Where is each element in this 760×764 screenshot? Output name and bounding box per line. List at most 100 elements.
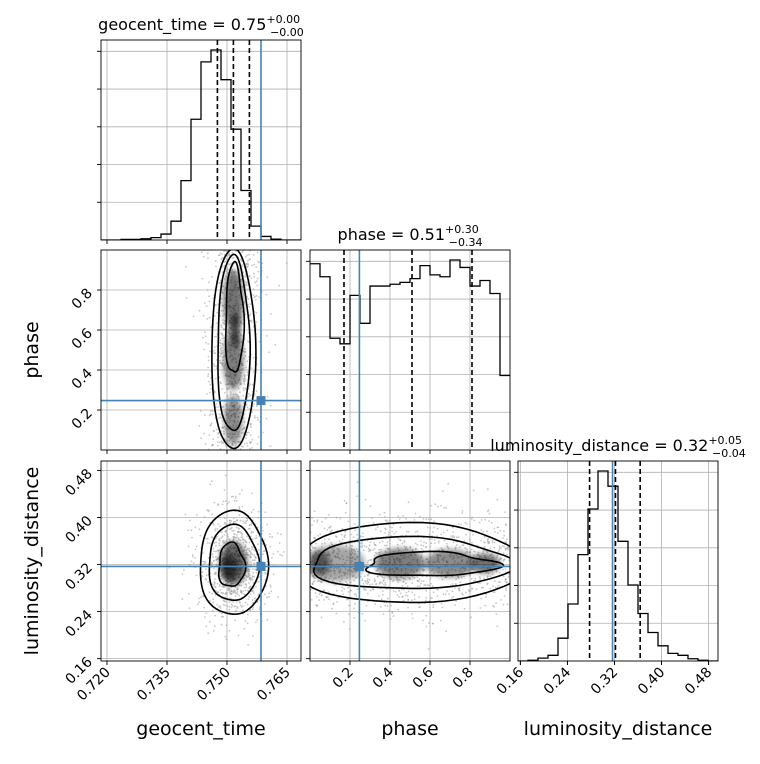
density-cell bbox=[230, 312, 241, 348]
sample-point bbox=[251, 578, 254, 581]
sample-point bbox=[239, 539, 242, 542]
density-contour bbox=[199, 509, 270, 616]
sample-point bbox=[498, 549, 501, 551]
sample-point bbox=[429, 527, 432, 529]
sample-point bbox=[272, 553, 275, 555]
sample-point bbox=[247, 259, 249, 262]
sample-point bbox=[434, 542, 436, 545]
sample-point bbox=[228, 442, 230, 445]
sample-point bbox=[485, 593, 488, 595]
sample-point bbox=[198, 309, 201, 312]
sample-point bbox=[455, 600, 457, 602]
sample-point bbox=[227, 263, 230, 265]
sample-point bbox=[204, 562, 207, 565]
sample-point bbox=[444, 593, 447, 596]
sample-point bbox=[242, 609, 244, 612]
sample-point bbox=[347, 520, 350, 523]
sample-point bbox=[431, 538, 433, 541]
sample-point bbox=[220, 332, 223, 335]
sample-point bbox=[430, 504, 432, 507]
sample-point bbox=[374, 603, 377, 605]
sample-point bbox=[356, 495, 358, 498]
sample-point bbox=[388, 577, 391, 580]
x-axis-label: luminosity_distance bbox=[524, 718, 713, 740]
sample-point bbox=[428, 518, 430, 520]
sample-point bbox=[339, 580, 342, 583]
sample-point bbox=[249, 434, 252, 436]
sample-point bbox=[331, 607, 333, 610]
sample-point bbox=[272, 573, 275, 576]
sample-point bbox=[246, 296, 249, 298]
sample-point bbox=[313, 580, 316, 583]
sample-point bbox=[407, 590, 410, 593]
sample-point bbox=[229, 393, 232, 396]
sample-point bbox=[219, 341, 221, 344]
sample-point bbox=[194, 557, 197, 559]
sample-point bbox=[383, 579, 385, 582]
sample-point bbox=[230, 603, 233, 606]
sample-point bbox=[188, 592, 190, 595]
sample-point bbox=[248, 547, 251, 550]
sample-point bbox=[242, 389, 245, 392]
sample-point bbox=[314, 547, 317, 549]
sample-point bbox=[436, 595, 439, 598]
sample-point bbox=[447, 547, 450, 550]
sample-point bbox=[429, 577, 432, 580]
sample-point bbox=[250, 524, 253, 526]
sample-point bbox=[251, 438, 254, 441]
sample-point bbox=[205, 537, 208, 540]
sample-point bbox=[458, 589, 461, 592]
sample-point bbox=[258, 553, 261, 556]
sample-point bbox=[390, 604, 392, 607]
sample-point bbox=[208, 350, 211, 353]
sample-point bbox=[497, 550, 500, 553]
sample-point bbox=[248, 573, 250, 575]
sample-point bbox=[347, 591, 350, 593]
sample-point bbox=[192, 562, 195, 564]
sample-point bbox=[225, 387, 228, 390]
sample-point bbox=[205, 341, 207, 344]
sample-point bbox=[368, 544, 371, 547]
sample-point bbox=[208, 281, 210, 284]
sample-point bbox=[411, 617, 414, 620]
sample-point bbox=[232, 539, 235, 541]
sample-point bbox=[218, 417, 220, 420]
sample-point bbox=[214, 391, 216, 394]
sample-point bbox=[255, 266, 258, 268]
sample-point bbox=[269, 533, 271, 535]
sample-point bbox=[255, 537, 258, 539]
sample-point bbox=[324, 517, 327, 520]
sample-point bbox=[213, 363, 215, 366]
sample-point bbox=[219, 348, 222, 350]
sample-point bbox=[482, 550, 485, 552]
sample-point bbox=[230, 520, 233, 522]
sample-point bbox=[252, 288, 255, 291]
sample-point bbox=[250, 319, 253, 322]
sample-point bbox=[226, 258, 228, 260]
sample-point bbox=[384, 584, 387, 586]
sample-point bbox=[402, 595, 404, 598]
sample-point bbox=[475, 588, 478, 590]
sample-point bbox=[268, 595, 271, 598]
sample-point bbox=[246, 360, 249, 363]
sample-point bbox=[183, 569, 185, 571]
x-tick-label: 0.2 bbox=[330, 665, 357, 692]
sample-point bbox=[219, 252, 222, 255]
sample-point bbox=[468, 538, 471, 541]
sample-point bbox=[249, 313, 252, 315]
x-axis-label: phase bbox=[381, 718, 438, 740]
sample-point bbox=[187, 545, 190, 548]
sample-point bbox=[471, 516, 474, 519]
sample-point bbox=[194, 526, 197, 529]
sample-point bbox=[320, 581, 322, 583]
sample-point bbox=[222, 441, 224, 444]
sample-point bbox=[496, 532, 499, 534]
sample-point bbox=[446, 590, 448, 592]
sample-point bbox=[255, 585, 257, 588]
sample-point bbox=[474, 577, 477, 580]
sample-point bbox=[246, 281, 249, 284]
sample-point bbox=[493, 546, 496, 549]
sample-point bbox=[423, 569, 426, 571]
sample-point bbox=[422, 544, 425, 547]
sample-point bbox=[198, 424, 201, 427]
